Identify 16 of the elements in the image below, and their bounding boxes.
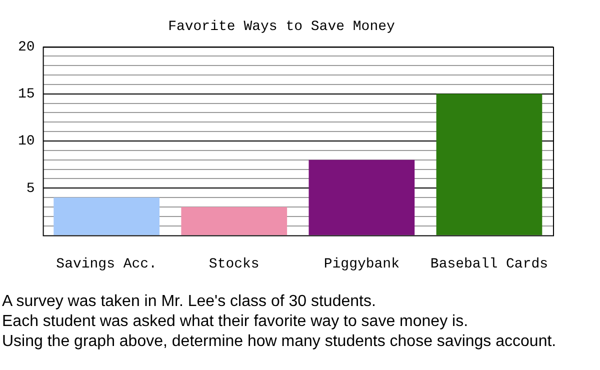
y-tick-label: 15: [18, 86, 35, 103]
text: Each student was asked what their favorite way to save money is.: [2, 312, 470, 332]
text: Using the graph above, determine how many students chose savings account.: [2, 332, 558, 352]
x-tick-label: Stocks: [208, 256, 260, 272]
chart-title: Favorite Ways to Save Money: [168, 19, 395, 36]
y-tick-label: 5: [26, 180, 35, 197]
text: A survey was taken in Mr. Lee's class of 30 students.: [2, 292, 377, 312]
bar: [54, 198, 160, 236]
x-tick-label: Baseball Cards: [430, 256, 548, 272]
y-tick-label: 10: [18, 134, 35, 150]
bar: [181, 206, 288, 236]
x-tick-label: Savings Acc.: [56, 256, 157, 272]
x-tick-label: Piggybank: [324, 256, 400, 272]
bar: [436, 94, 542, 236]
y-tick-label: 20: [18, 40, 35, 56]
bar: [308, 160, 415, 236]
